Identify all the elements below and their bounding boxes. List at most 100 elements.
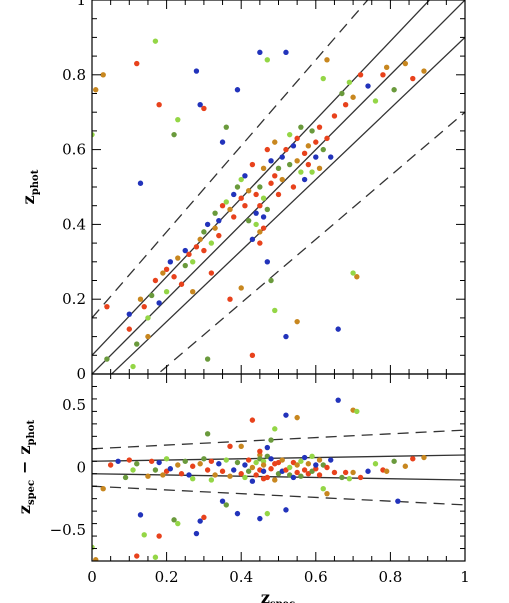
bottom-point: [298, 458, 304, 464]
top-point: [339, 90, 345, 97]
top-point: [204, 221, 211, 228]
top-reference-lines: [92, 0, 465, 374]
bottom-point: [245, 468, 252, 474]
bottom-point: [260, 462, 267, 468]
top-point: [167, 259, 174, 265]
top-point: [272, 173, 278, 179]
bottom-point: [201, 456, 207, 462]
bottom-point: [156, 459, 162, 466]
top-y-tick-labels: 0 0.2 0.4 0.6 0.8 1: [62, 0, 86, 383]
top-point: [152, 277, 159, 284]
top-point: [201, 247, 207, 254]
bottom-point: [212, 472, 218, 478]
top-point: [275, 165, 282, 171]
bottom-y-tick-label: 0.5: [62, 396, 86, 414]
top-point: [190, 289, 196, 295]
bottom-point: [208, 477, 215, 483]
x-tick-label: 0.2: [155, 568, 179, 586]
bottom-point: [190, 476, 196, 482]
top-point: [104, 356, 110, 362]
top-y-axis-label: zphot: [19, 169, 41, 204]
bottom-point: [249, 417, 256, 423]
top-point: [234, 87, 241, 93]
bottom-point: [175, 520, 181, 527]
bottom-point: [279, 457, 285, 463]
top-point: [298, 169, 304, 175]
top-point: [163, 289, 170, 295]
top-point: [301, 150, 308, 157]
x-axis-label-main: z: [261, 588, 270, 603]
top-point: [137, 180, 144, 186]
bottom-point: [171, 517, 177, 523]
bottom-point: [234, 459, 241, 466]
bottom-point: [178, 471, 185, 477]
bottom-y-tick-label: −0.5: [50, 521, 86, 539]
top-point: [257, 229, 263, 235]
top-y-tick-label: 0.4: [62, 215, 86, 233]
top-point: [279, 154, 285, 160]
top-point: [283, 49, 289, 56]
top-point: [316, 124, 323, 130]
bottom-point: [186, 472, 192, 478]
bottom-point: [268, 437, 274, 443]
x-tick-label: 0.6: [304, 568, 328, 586]
bottom-point: [257, 515, 263, 522]
bottom-point: [342, 469, 349, 476]
bottom-point: [328, 457, 334, 463]
bottom-point: [320, 485, 326, 492]
top-point: [186, 251, 192, 258]
top-point: [148, 292, 155, 299]
top-point: [238, 285, 244, 291]
top-point: [182, 247, 188, 254]
bottom-point: [219, 498, 226, 504]
bottom-point: [421, 454, 427, 461]
top-point: [193, 244, 200, 250]
top-y-axis-label-sub: phot: [30, 169, 41, 195]
top-point: [204, 356, 211, 362]
top-point: [324, 135, 330, 142]
bottom-point: [294, 469, 300, 476]
top-point: [216, 232, 222, 239]
top-point: [286, 161, 293, 168]
bottom-point: [234, 510, 241, 517]
bottom-y-axis-label: zspec−zphot: [15, 420, 37, 515]
bottom-panel-residuals: −0.500.5 00.20.40.60.81 zspec−zphot zspe…: [15, 373, 470, 603]
x-tick-label: 0: [87, 568, 97, 586]
bottom-point: [290, 474, 297, 481]
bottom-point: [163, 456, 170, 462]
bottom-point: [249, 478, 256, 484]
bottom-point: [227, 443, 233, 450]
bottom-point: [242, 474, 248, 481]
bottom-point: [201, 514, 207, 521]
top-point: [391, 87, 397, 93]
top-point: [354, 274, 360, 280]
top-point: [231, 191, 237, 198]
bottom-point: [264, 474, 271, 481]
top-point: [268, 180, 274, 186]
top-point: [171, 131, 177, 138]
top-point: [156, 300, 162, 306]
x-axis-label-sub: spec: [270, 599, 295, 603]
top-y-tick-label: 0.8: [62, 66, 86, 84]
bottom-point: [294, 414, 300, 421]
bottom-point: [383, 468, 390, 474]
bottom-point: [372, 461, 379, 467]
top-point: [260, 225, 267, 231]
bottom-point: [134, 461, 140, 467]
top-point: [268, 277, 274, 284]
x-tick-label: 0.8: [378, 568, 402, 586]
top-point: [190, 259, 196, 265]
top-point: [134, 60, 140, 67]
x-axis-label: zspec: [261, 588, 295, 603]
top-point: [163, 266, 170, 272]
bottom-point: [268, 456, 274, 462]
bottom-point: [365, 468, 371, 474]
bottom-point: [402, 463, 409, 469]
x-tick-label: 0.4: [229, 568, 253, 586]
bottom-point: [301, 467, 308, 473]
bottom-point: [305, 461, 312, 467]
top-point: [350, 94, 356, 100]
bottom-point: [331, 469, 338, 476]
bottom-point: [272, 426, 278, 432]
top-point: [264, 146, 271, 153]
